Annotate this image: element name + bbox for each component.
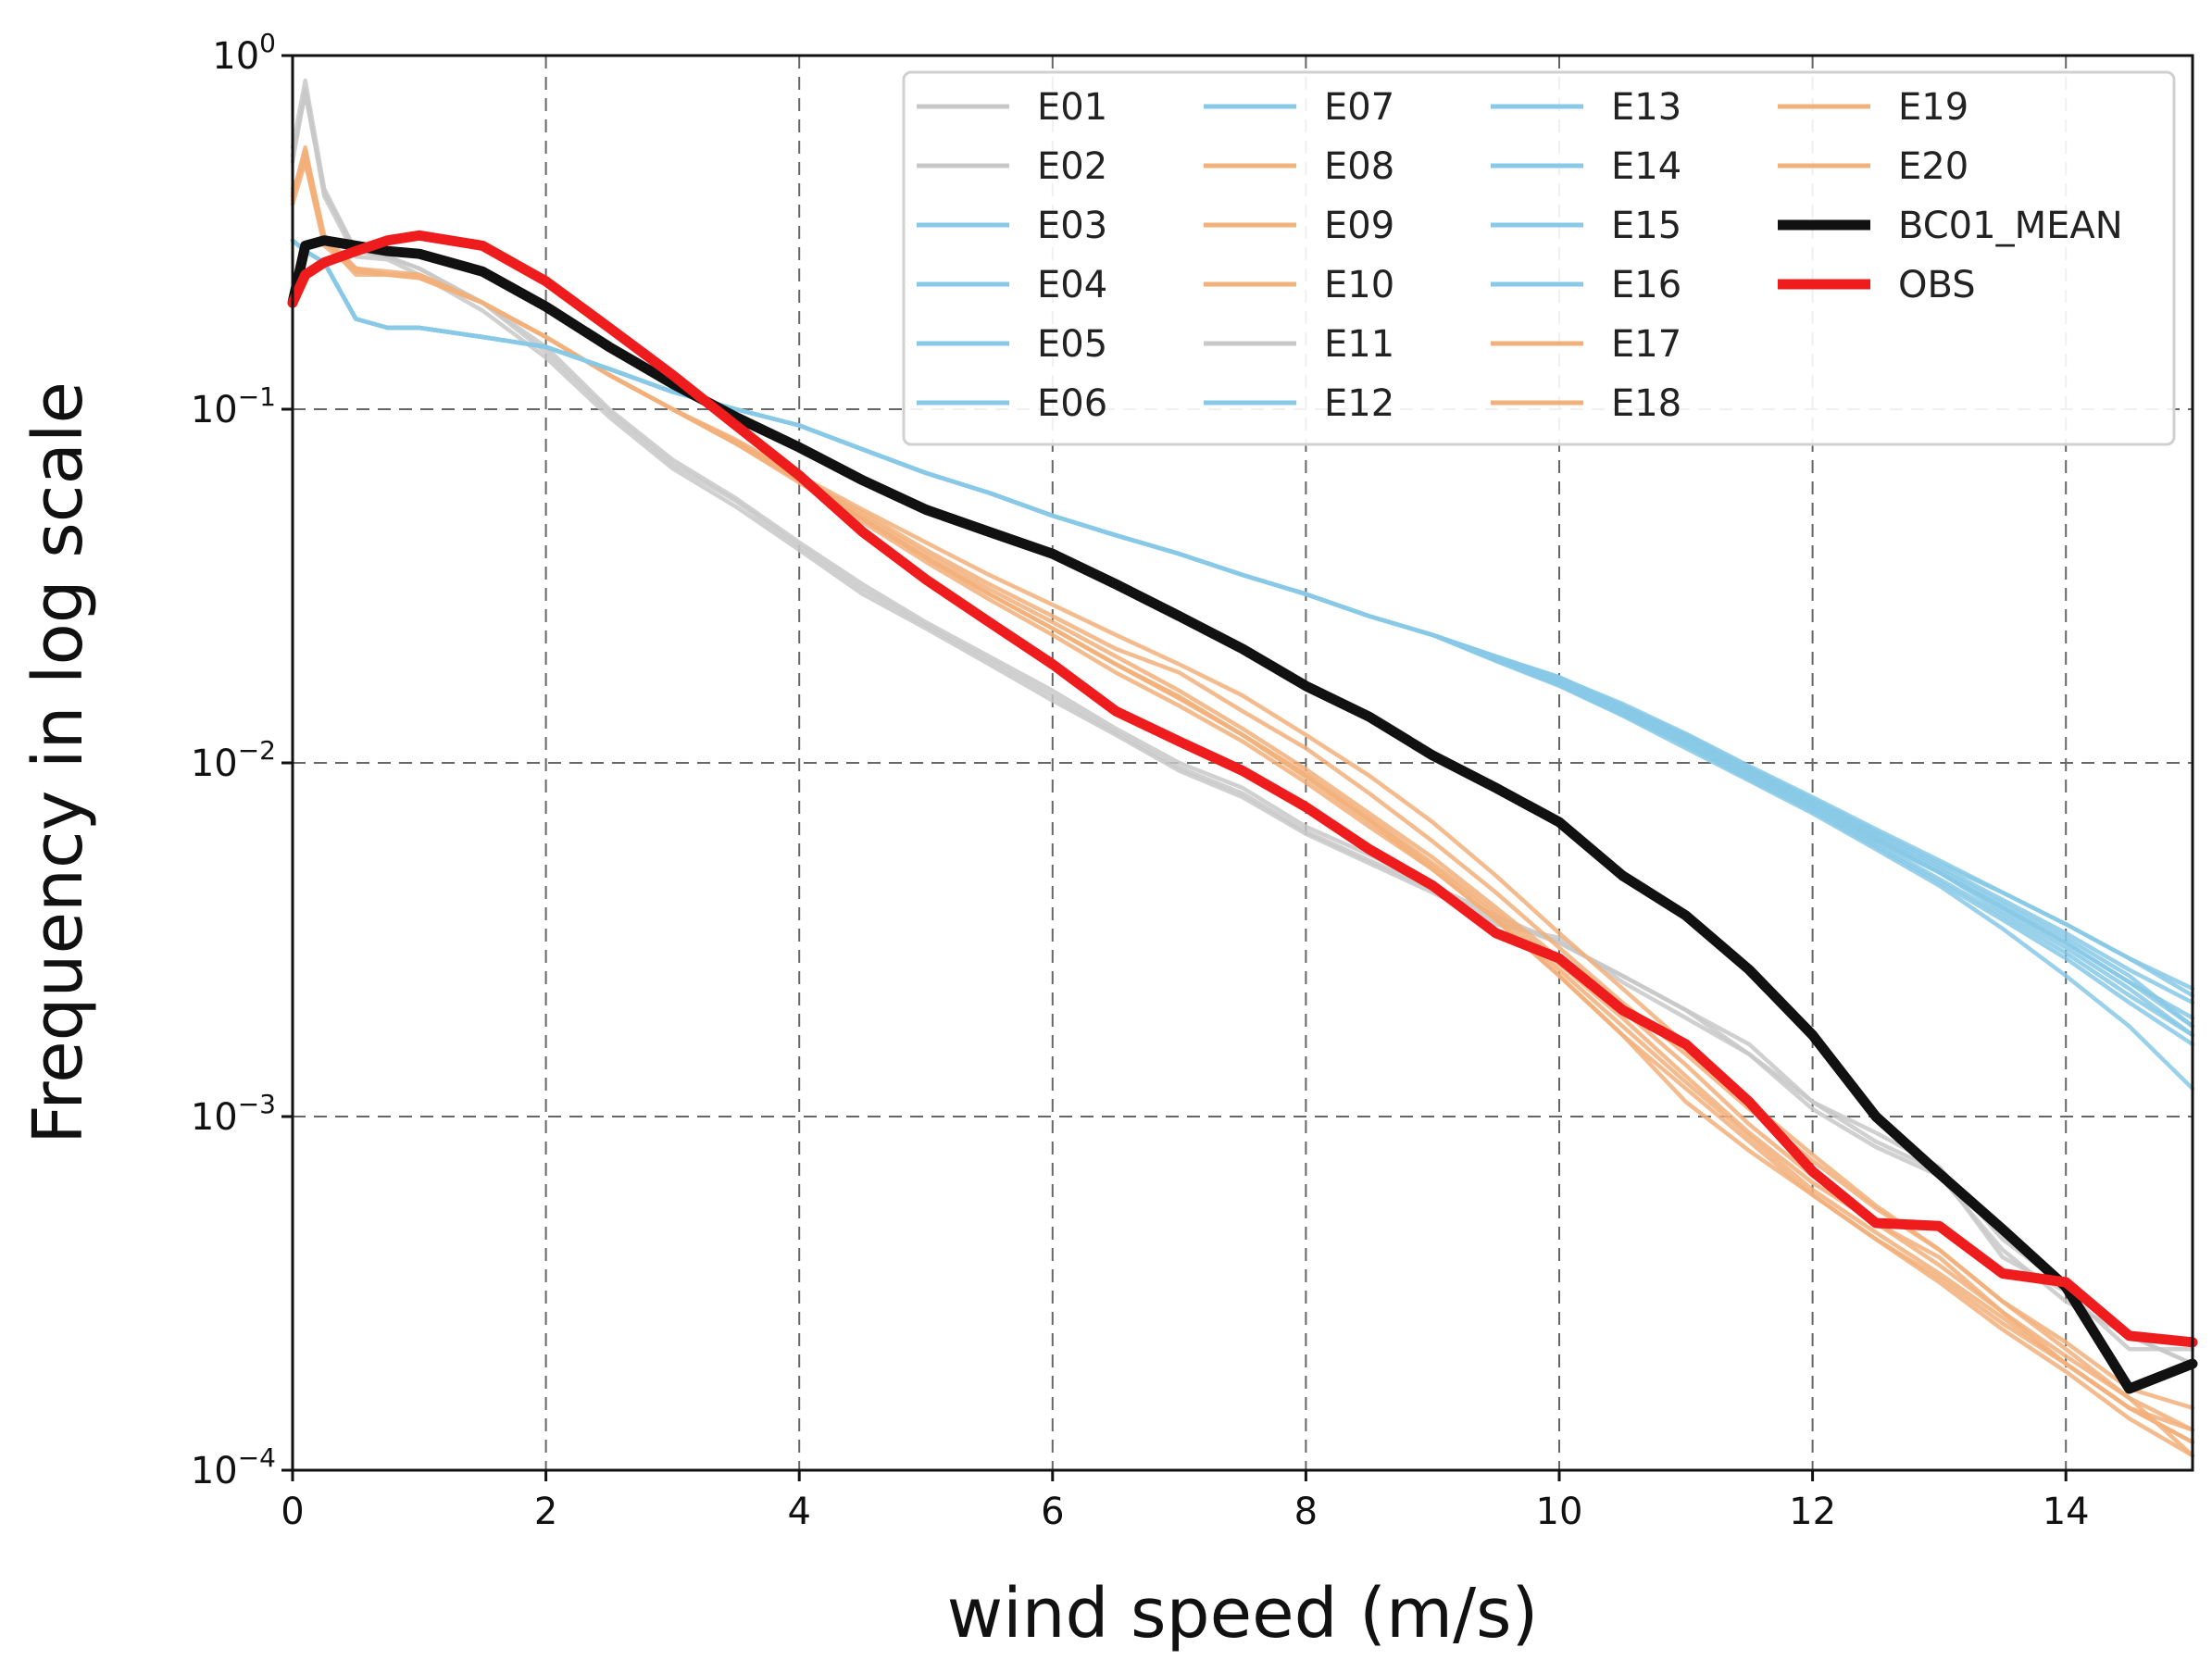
y-tick-label: 10−2 <box>191 735 276 785</box>
legend-label-e03: E03 <box>1037 205 1107 247</box>
legend-label-e15: E15 <box>1611 205 1681 247</box>
legend-label-e08: E08 <box>1324 145 1394 188</box>
x-tick-label: 12 <box>1789 1491 1836 1533</box>
legend-label-e12: E12 <box>1324 382 1394 425</box>
legend-label-e11: E11 <box>1324 323 1394 366</box>
legend-label-e20: E20 <box>1898 145 1968 188</box>
y-tick-base: 10 <box>191 1096 238 1139</box>
legend-label-e05: E05 <box>1037 323 1107 366</box>
y-tick-exponent: −4 <box>238 1442 276 1473</box>
legend-label-e19: E19 <box>1898 86 1968 129</box>
legend-label-e06: E06 <box>1037 382 1107 425</box>
series-line-obs <box>287 230 2198 1348</box>
y-tick-base: 10 <box>191 743 238 785</box>
y-tick-base: 10 <box>191 1450 238 1492</box>
x-tick-label: 8 <box>1294 1491 1318 1533</box>
legend-label-e10: E10 <box>1324 264 1394 306</box>
legend-label-e14: E14 <box>1611 145 1681 188</box>
legend-label-e09: E09 <box>1324 205 1394 247</box>
series-lines <box>287 78 2198 1458</box>
legend-label-e13: E13 <box>1611 86 1681 129</box>
series-line-e11 <box>290 91 2195 1367</box>
x-tick-label: 0 <box>281 1491 304 1533</box>
y-tick-exponent: −3 <box>238 1089 276 1119</box>
legend-label-e01: E01 <box>1037 86 1107 129</box>
x-tick-label: 2 <box>534 1491 557 1533</box>
x-tick-label: 14 <box>2043 1491 2090 1533</box>
legend-label-e16: E16 <box>1611 264 1681 306</box>
y-tick-exponent: −1 <box>238 381 276 412</box>
x-axis-title: wind speed (m/s) <box>947 1574 1539 1654</box>
series-line-e20 <box>290 156 2195 1445</box>
legend-label-e07: E07 <box>1324 86 1394 129</box>
y-tick-base: 10 <box>191 389 238 431</box>
series-line-e02 <box>290 87 2195 1367</box>
y-tick-base: 10 <box>212 35 259 78</box>
x-tick-label: 6 <box>1041 1491 1064 1533</box>
legend-label-e18: E18 <box>1611 382 1681 425</box>
y-tick-exponent: −2 <box>238 735 276 766</box>
y-tick-label: 10−1 <box>191 381 276 431</box>
legend: E01 E02 E03 E04 E05 E06 E07 E08 E09 E10 E11 E12 E13 E… <box>902 70 2176 446</box>
y-tick-exponent: 0 <box>259 28 276 58</box>
series-line-bc01_mean <box>287 235 2198 1394</box>
legend-label-obs: OBS <box>1898 264 1976 306</box>
legend-label-e02: E02 <box>1037 145 1107 188</box>
y-axis-title: Frequency in log scale <box>19 381 98 1144</box>
y-tick-label: 10−4 <box>191 1442 276 1492</box>
x-tick-label: 10 <box>1536 1491 1583 1533</box>
x-tick-label: 4 <box>787 1491 810 1533</box>
y-tick-label: 10−3 <box>191 1089 276 1139</box>
y-tick-label: 100 <box>212 28 276 78</box>
series-line-e16 <box>290 238 2195 1038</box>
legend-label-e04: E04 <box>1037 264 1107 306</box>
legend-label-e17: E17 <box>1611 323 1681 366</box>
legend-label-bc01_mean: BC01_MEAN <box>1898 205 2123 247</box>
